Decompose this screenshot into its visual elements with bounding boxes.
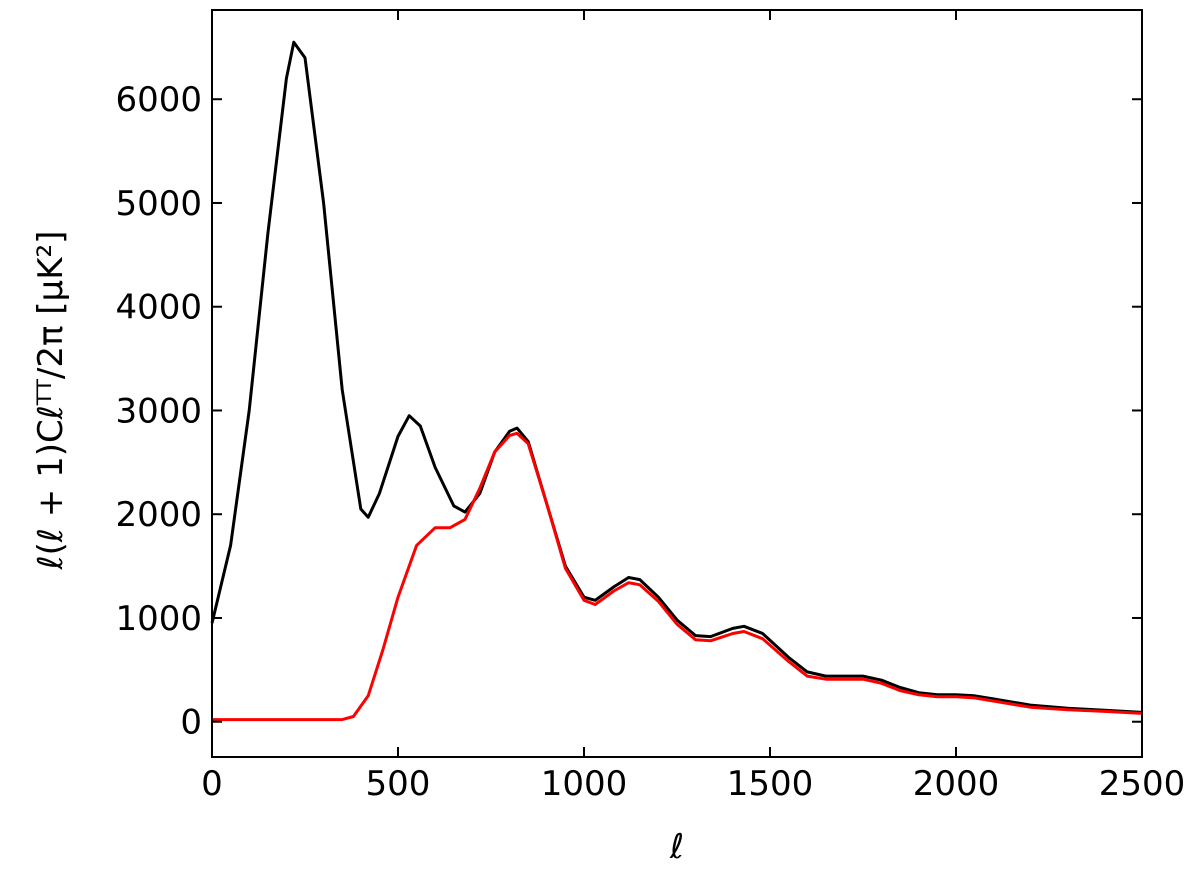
y-tick-label: 4000 xyxy=(115,288,202,328)
data-line xyxy=(210,40,1143,714)
data-line xyxy=(212,431,1143,722)
x-tick-label: 1000 xyxy=(541,764,628,804)
x-tick-label: 0 xyxy=(201,764,223,804)
x-axis-label: ℓ xyxy=(669,827,684,865)
y-tick-label: 2000 xyxy=(115,495,202,535)
y-tick-label: 5000 xyxy=(115,184,202,224)
plot-frame xyxy=(211,9,1143,758)
y-tick-label: 0 xyxy=(180,703,202,743)
y-tick-label: 1000 xyxy=(115,599,202,639)
y-axis-label: ℓ(ℓ + 1)Cℓᵀᵀ/2π [μK²] xyxy=(31,231,71,571)
x-tick-label: 1500 xyxy=(727,764,814,804)
x-tick-label: 2500 xyxy=(1099,764,1186,804)
y-tick-label: 3000 xyxy=(115,391,202,431)
x-tick-label: 500 xyxy=(366,764,431,804)
y-tick-label: 6000 xyxy=(115,80,202,120)
x-tick-label: 2000 xyxy=(913,764,1000,804)
